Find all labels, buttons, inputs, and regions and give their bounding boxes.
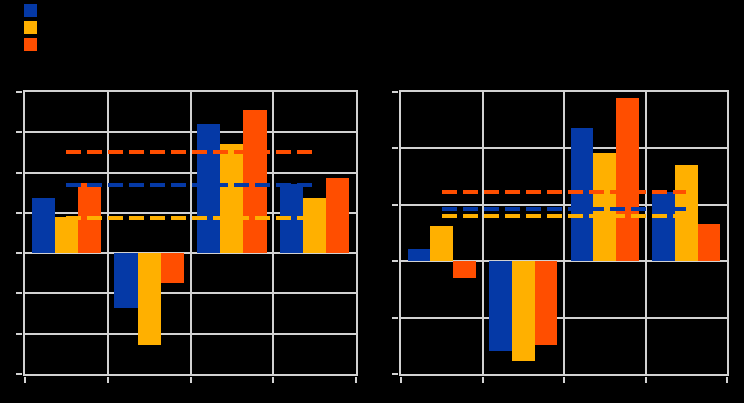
y-axis-tick: [16, 252, 22, 255]
y-axis-tick: [392, 373, 398, 375]
bar-gold-group2: [511, 261, 535, 361]
x-axis-tick: [644, 377, 647, 383]
legend-item-gold: [24, 21, 43, 34]
x-axis-tick: [481, 377, 484, 383]
legend-item-blue: [24, 4, 43, 17]
y-axis-tick: [16, 131, 22, 134]
y-axis-tick: [16, 211, 22, 214]
x-axis-tick: [355, 377, 357, 383]
y-axis-tick: [16, 292, 22, 295]
gridline-v: [563, 92, 565, 374]
bar-blue-group1: [31, 197, 55, 254]
dashed-mean-line-blue: [441, 206, 687, 211]
y-axis-tick: [16, 332, 22, 335]
x-axis-tick: [272, 377, 275, 383]
legend: [24, 4, 43, 55]
y-axis-tick: [392, 203, 398, 206]
bar-blue-group1: [407, 248, 431, 262]
x-axis-tick: [726, 377, 728, 383]
x-axis-tick: [400, 377, 402, 383]
gridline-v: [189, 92, 192, 374]
bar-orange-group4: [326, 177, 350, 254]
y-axis-tick: [392, 147, 398, 150]
bar-gold-group4: [303, 197, 327, 254]
bar-blue-group4: [652, 192, 675, 262]
x-axis-tick: [106, 377, 109, 383]
dashed-mean-line-blue: [66, 183, 315, 188]
y-axis-tick: [392, 260, 398, 263]
bar-gold-group1: [430, 225, 454, 262]
x-axis-tick: [24, 377, 26, 383]
bar-gold-group2: [137, 253, 161, 346]
bar-chart-right: [392, 90, 729, 383]
bar-blue-group3: [197, 124, 221, 254]
legend-item-orange: [24, 38, 43, 51]
bar-orange-group2: [160, 253, 184, 284]
bar-gold-group4: [674, 164, 698, 262]
bar-orange-group1: [453, 261, 476, 279]
dashed-mean-line-gold: [66, 216, 315, 221]
bar-orange-group3: [616, 98, 639, 262]
dashed-mean-line-orange: [66, 150, 315, 155]
dashed-mean-line-gold: [441, 214, 687, 219]
bar-orange-group3: [243, 110, 267, 254]
bar-gold-group3: [220, 144, 244, 254]
x-axis-tick: [189, 377, 192, 383]
y-axis-tick: [392, 91, 398, 93]
legend-swatch-gold-icon: [24, 21, 37, 34]
dashed-mean-line-orange: [441, 189, 687, 194]
y-axis-tick: [16, 373, 22, 375]
gridline-v: [106, 92, 109, 374]
y-axis-tick: [16, 171, 22, 174]
legend-swatch-orange-icon: [24, 38, 37, 51]
gridline-v: [644, 92, 647, 374]
gridline-v: [481, 92, 484, 374]
bar-orange-group4: [697, 223, 721, 262]
gridline-v: [272, 92, 275, 374]
bar-gold-group1: [54, 216, 78, 254]
legend-swatch-blue-icon: [24, 4, 37, 17]
y-axis-tick: [392, 316, 398, 319]
x-axis-tick: [563, 377, 565, 383]
bar-orange-group2: [534, 261, 558, 346]
y-axis-tick: [16, 91, 22, 93]
bar-blue-group3: [570, 127, 594, 262]
bar-blue-group2: [114, 253, 138, 308]
bar-chart-left: [16, 90, 358, 383]
bar-blue-group2: [489, 261, 512, 352]
